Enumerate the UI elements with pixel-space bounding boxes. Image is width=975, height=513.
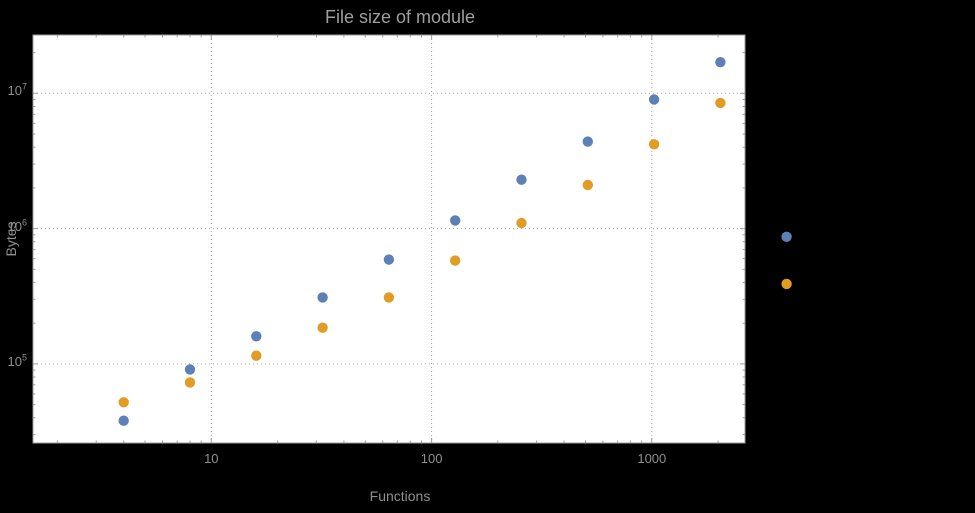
data-point-blue: [648, 94, 660, 105]
data-point-blue: [118, 415, 129, 426]
data-point-orange: [450, 255, 461, 266]
plot-area: [33, 35, 745, 443]
data-point-blue: [715, 57, 726, 68]
data-point-blue: [781, 231, 792, 242]
data-point-orange: [582, 179, 593, 191]
y-tick-label: 106: [7, 217, 27, 234]
data-point-blue: [516, 174, 527, 185]
data-point-orange: [383, 292, 395, 303]
data-point-blue: [582, 136, 593, 147]
data-point-blue: [450, 215, 461, 226]
data-point-blue: [383, 254, 395, 265]
data-point-orange: [118, 397, 129, 408]
x-axis-label: Functions: [369, 488, 431, 504]
data-point-orange: [715, 97, 726, 109]
plot-frame: [32, 34, 746, 444]
data-point-blue: [184, 364, 196, 375]
data-point-orange: [648, 139, 660, 150]
chart-title: File size of module: [324, 7, 476, 27]
y-tick-label: 105: [7, 352, 27, 369]
data-point-orange: [251, 350, 262, 361]
data-point-blue: [317, 292, 328, 303]
x-tick-label: 10: [204, 451, 219, 466]
data-point-blue: [251, 331, 262, 342]
data-point-orange: [184, 377, 196, 388]
x-tick-label: 1000: [637, 451, 667, 466]
x-tick-label: 100: [420, 451, 443, 466]
data-point-orange: [516, 217, 527, 229]
y-tick-label: 107: [7, 81, 27, 99]
data-point-orange: [317, 322, 328, 333]
data-point-orange: [781, 278, 792, 290]
